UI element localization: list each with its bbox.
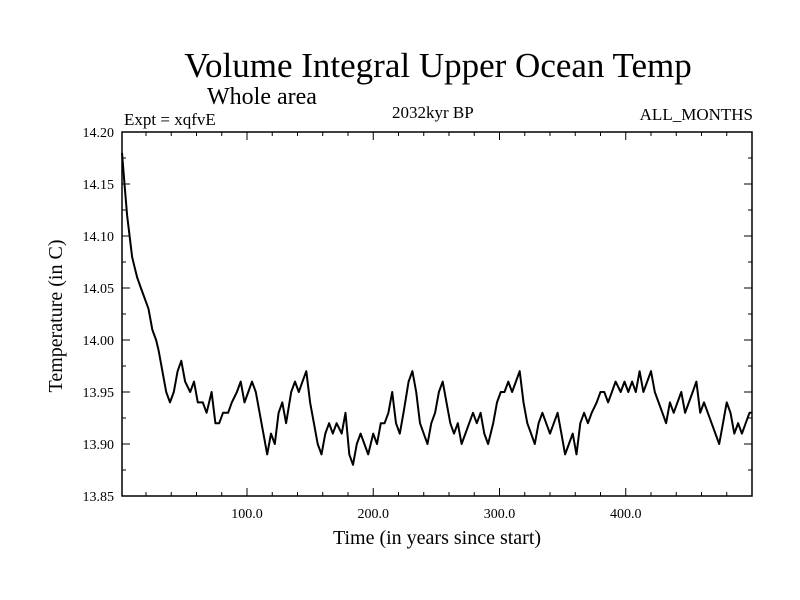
y-tick-label: 13.90 (83, 438, 115, 453)
plot-frame (121, 131, 753, 497)
y-tick-label: 14.20 (83, 126, 115, 141)
y-axis: 13.85 13.90 13.95 14.00 14.05 14.10 14.15 14.20 (83, 126, 752, 505)
y-tick-label: 13.85 (83, 490, 115, 505)
chart-title: Volume Integral Upper Ocean Temp (184, 46, 692, 85)
x-tick-label: 100.0 (231, 507, 263, 522)
experiment-label: Expt = xqfvE (124, 110, 216, 129)
period-label: 2032kyr BP (392, 103, 474, 122)
y-tick-label: 14.00 (83, 334, 115, 349)
y-tick-label: 14.05 (83, 282, 115, 297)
temperature-series-line (121, 152, 752, 466)
y-tick-label: 14.10 (83, 230, 115, 245)
y-tick-label: 13.95 (83, 386, 115, 401)
x-axis: 100.0 200.0 300.0 400.0 (145, 132, 728, 522)
x-tick-label: 300.0 (484, 507, 516, 522)
x-tick-label: 200.0 (357, 507, 389, 522)
x-axis-label: Time (in years since start) (333, 527, 541, 549)
x-tick-label: 400.0 (610, 507, 642, 522)
y-axis-label: Temperature (in C) (45, 240, 67, 393)
plot-border (121, 131, 753, 497)
y-tick-label: 14.15 (83, 178, 115, 193)
chart-subtitle: Whole area (207, 84, 317, 110)
months-label: ALL_MONTHS (639, 105, 753, 124)
